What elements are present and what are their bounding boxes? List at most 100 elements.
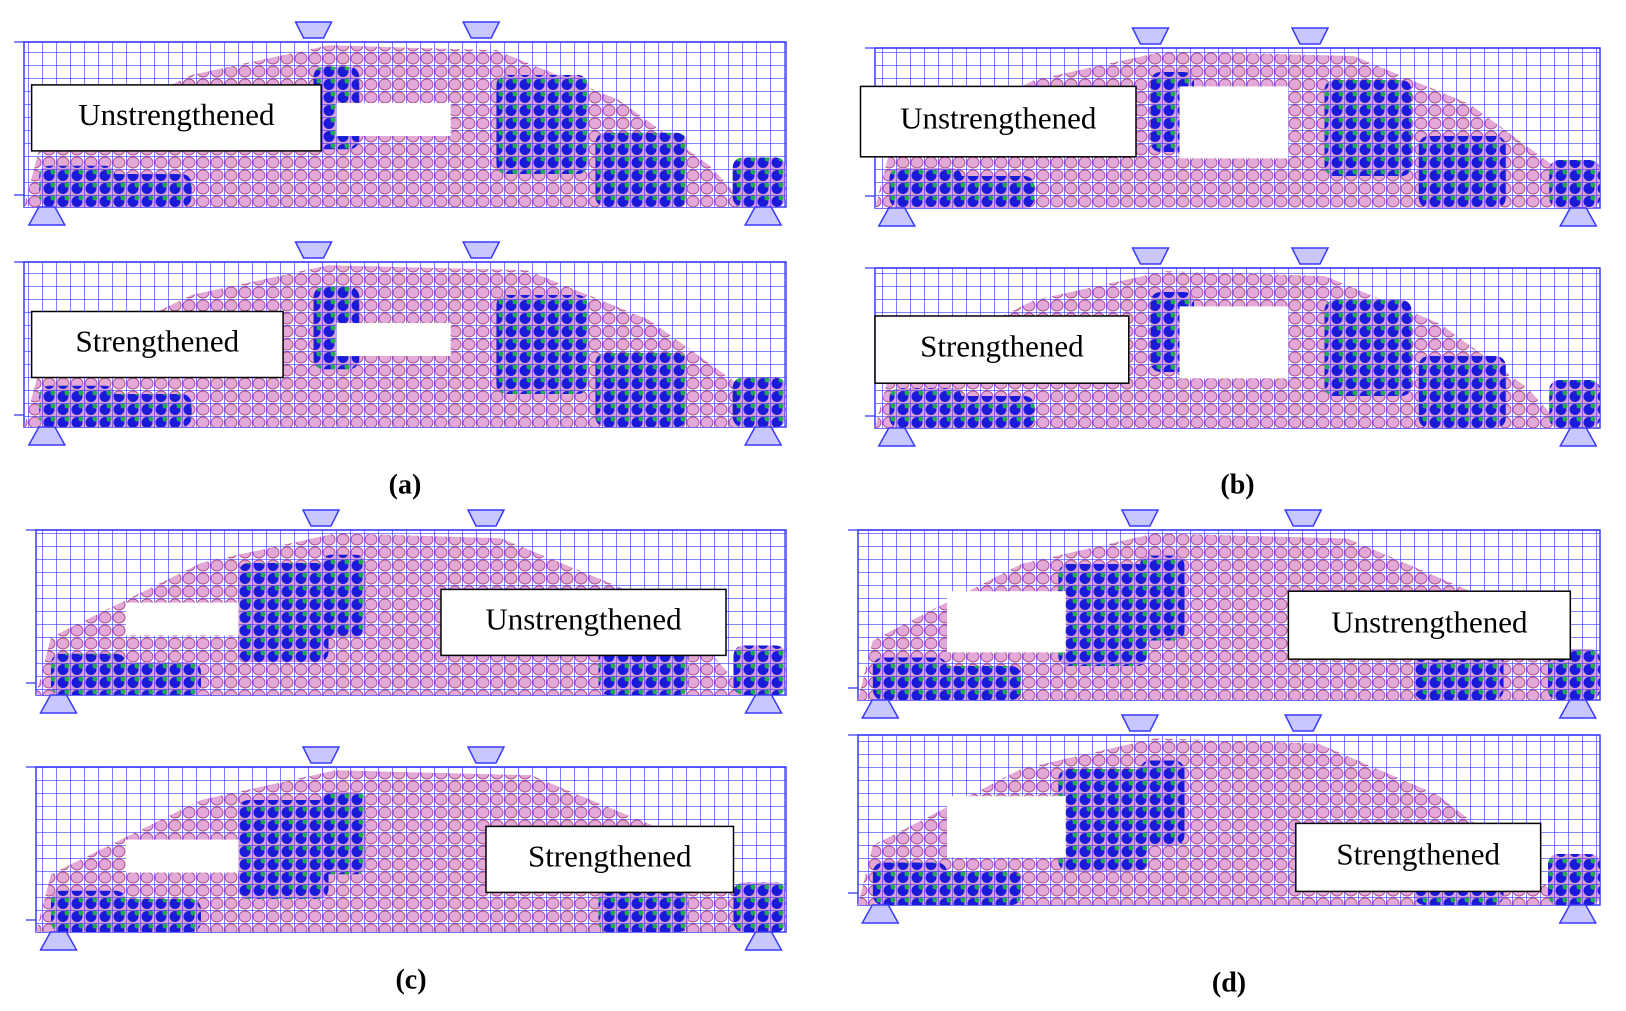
crushed-zone [1418,356,1506,428]
crushed-zone [889,388,962,428]
caption: Unstrengthened [485,602,682,637]
crushed-zone [1549,160,1600,208]
load-plate [461,241,501,259]
load-plate [1120,509,1160,527]
crushed-zone [321,791,366,875]
crushed-zone [1139,555,1185,641]
crushed-zone [932,871,1022,905]
load-plate [466,746,506,764]
support [743,206,783,226]
crushed-zone [1139,760,1185,846]
load-plate [301,746,341,764]
crushed-zone [1549,380,1600,428]
caption: Strengthened [76,324,240,359]
opening [336,323,451,357]
crushed-zone [111,899,201,932]
crushed-zone [238,800,329,899]
opening [1179,306,1289,379]
load-plate [1283,509,1323,527]
support [860,699,900,719]
caption: Strengthened [528,839,692,874]
panel-label: (c) [395,964,426,995]
caption-box [30,84,322,152]
caption: Unstrengthened [78,97,275,132]
crushed-zone [321,554,366,638]
support [877,207,917,227]
opening [336,103,451,137]
crushed-zone [1058,769,1148,871]
support [744,931,783,951]
opening [126,839,239,873]
crushed-zone [1058,564,1148,666]
crushed-zone [39,385,116,427]
caption-box [1295,822,1542,893]
crushed-zone [496,295,588,394]
crushed-zone [947,176,1035,208]
opening [947,796,1066,858]
opening [1179,86,1289,159]
load-plate [461,21,501,39]
support [744,694,783,714]
panel-label: (b) [1220,469,1254,500]
support [39,694,78,714]
caption-box [485,825,735,894]
crushed-zone [732,157,786,207]
load-plate [1290,27,1330,45]
load-plate [1283,714,1323,732]
opening [947,591,1066,653]
support [743,426,783,446]
load-plate [466,509,506,527]
crushed-zone [1548,649,1600,700]
crushed-zone [947,396,1035,428]
load-plate [1120,714,1160,732]
crushed-zone [872,657,948,700]
load-plate [1290,247,1330,265]
load-plate [301,509,341,527]
caption: Strengthened [1336,837,1500,872]
crushed-zone [1418,136,1506,208]
crushed-zone [872,862,948,905]
crushed-zone [51,890,126,932]
crushed-zone [733,645,786,695]
crushed-zone [238,563,329,662]
crushed-zone [111,662,201,695]
caption: Unstrengthened [900,101,1097,136]
support [1558,427,1598,447]
caption-box [1287,590,1572,660]
support [860,904,900,924]
support [27,426,67,446]
caption-box [874,315,1130,384]
crushed-zone [889,168,962,208]
panel-label: (a) [389,469,422,500]
crushed-zone [732,377,786,427]
panel-label: (d) [1212,967,1246,998]
load-plate [294,241,333,259]
caption: Unstrengthened [1331,604,1528,639]
load-plate [1131,247,1170,265]
crushed-zone [733,882,786,932]
crushed-zone [1548,854,1600,905]
support [877,427,917,447]
caption-box [30,310,284,379]
load-plate [1131,27,1170,45]
caption-box [859,85,1137,158]
crushed-zone [1324,80,1412,176]
load-plate [294,21,333,39]
support [1558,699,1598,719]
crushed-zone [595,352,687,427]
crushed-zone [100,174,192,207]
crushed-zone [932,666,1022,700]
support [39,931,78,951]
crushed-zone [51,653,126,695]
caption: Strengthened [920,329,1084,364]
crushed-zone [39,165,116,207]
crushed-zone [595,132,687,207]
support [27,206,67,226]
crushed-zone [100,394,192,427]
caption-box [440,588,727,657]
opening [126,602,239,636]
support [1558,904,1598,924]
crushed-zone [1324,300,1412,396]
support [1558,207,1598,227]
